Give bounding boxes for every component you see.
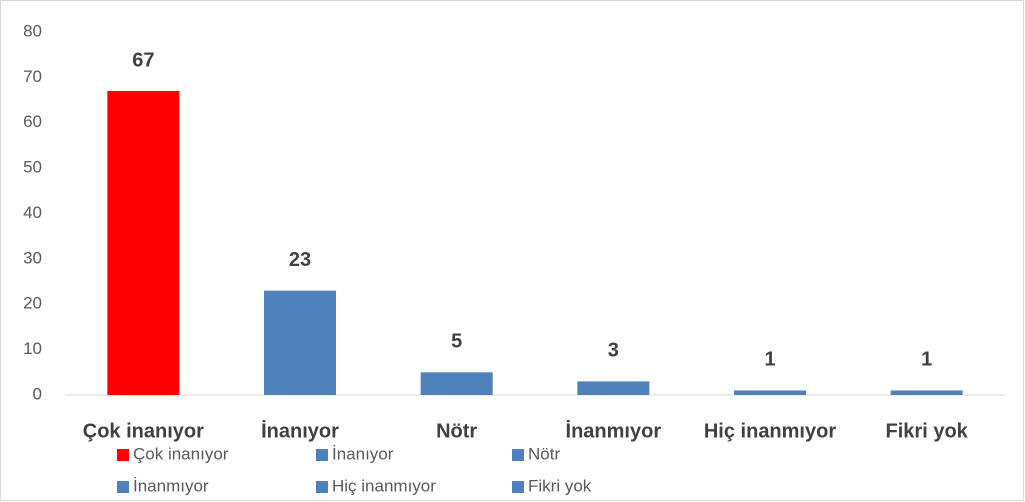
y-tick-label: 20 [23, 294, 42, 313]
value-label: 67 [132, 49, 154, 71]
x-tick-label: Çok inanıyor [83, 420, 204, 442]
x-tick-label: Nötr [436, 420, 477, 442]
bar [107, 90, 180, 396]
bar [264, 290, 336, 395]
y-tick-label: 0 [33, 384, 42, 403]
legend-swatch [316, 449, 328, 461]
legend-label: İnanıyor [332, 444, 394, 463]
value-label: 23 [289, 249, 311, 271]
x-tick-label: Hiç inanmıyor [704, 420, 836, 442]
value-label: 3 [608, 340, 619, 362]
bar [420, 372, 493, 395]
value-label: 1 [921, 349, 932, 371]
bar [577, 381, 650, 395]
bar [890, 390, 963, 395]
legend-swatch [512, 449, 524, 461]
x-tick-label: Fikri yok [886, 420, 969, 442]
legend-swatch [117, 481, 129, 493]
y-tick-label: 80 [23, 21, 42, 40]
y-tick-label: 40 [23, 203, 42, 222]
legend-swatch [316, 481, 328, 493]
legend-label: Fikri yok [528, 476, 592, 495]
legend-swatch [117, 449, 129, 461]
x-tick-label: İnanıyor [261, 419, 339, 442]
value-label: 1 [764, 349, 775, 371]
legend-label: Nötr [528, 444, 560, 463]
legend-label: İnanmıyor [133, 476, 209, 495]
legend-label: Hiç inanmıyor [332, 476, 436, 495]
legend-swatch [512, 481, 524, 493]
bar [734, 390, 806, 395]
y-tick-label: 30 [23, 248, 42, 267]
x-tick-label: İnanmıyor [566, 419, 662, 442]
value-label: 5 [451, 331, 462, 353]
y-tick-label: 70 [23, 67, 42, 86]
legend-label: Çok inanıyor [133, 444, 229, 463]
y-tick-label: 50 [23, 158, 42, 177]
y-tick-label: 10 [23, 339, 42, 358]
y-tick-label: 60 [23, 112, 42, 131]
